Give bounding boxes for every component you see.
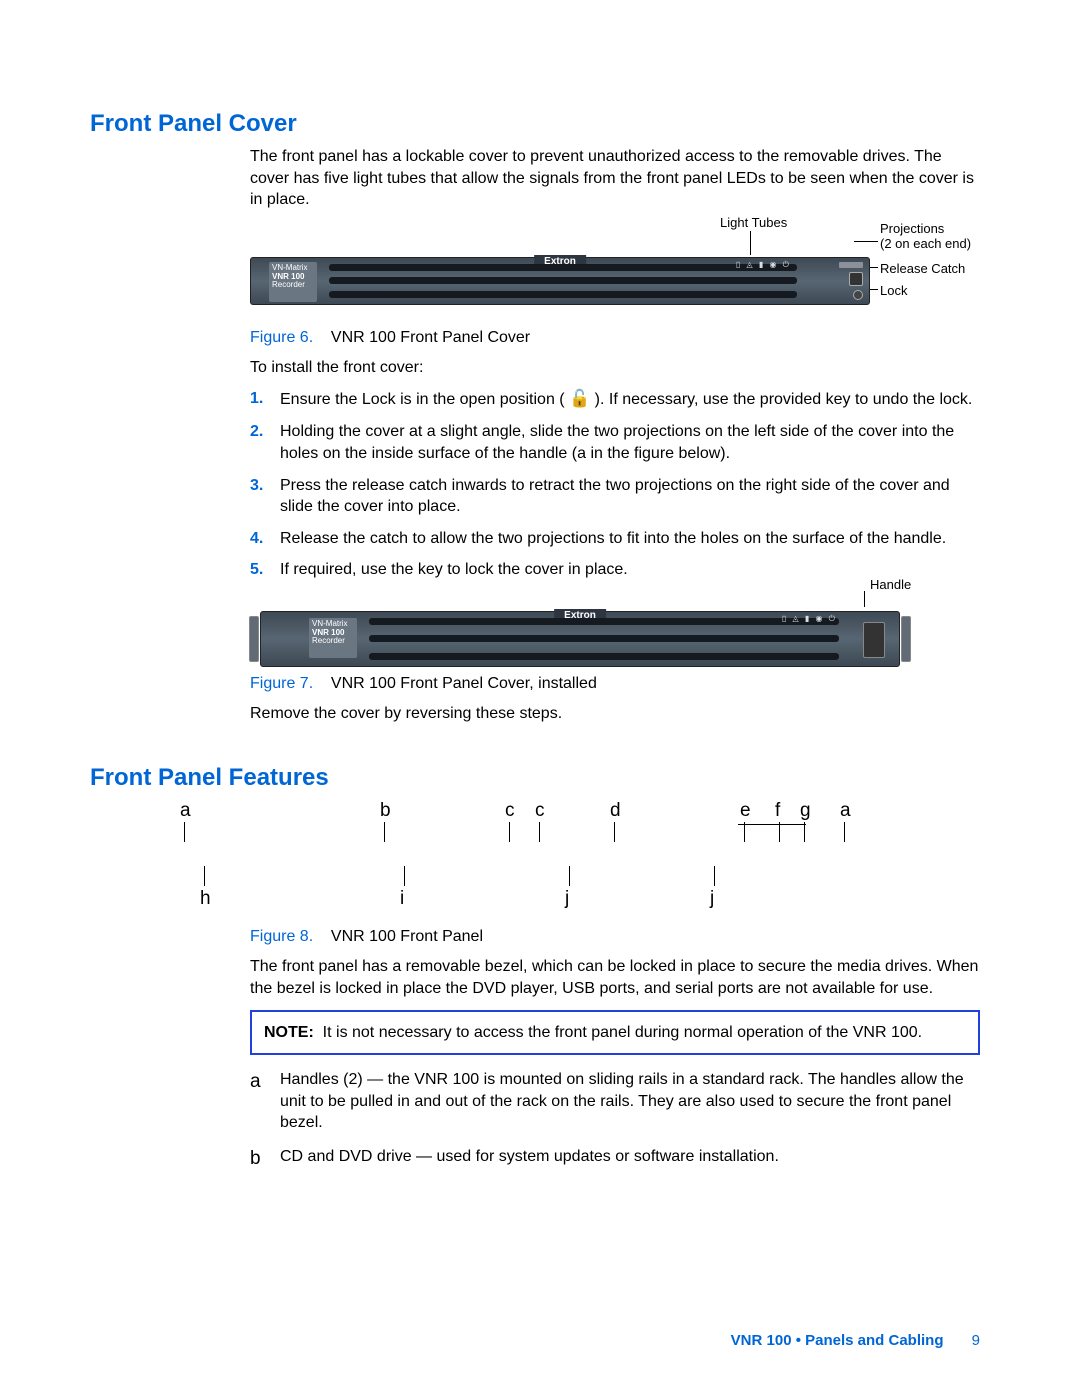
figure6-caption: Figure 6. VNR 100 Front Panel Cover: [250, 329, 980, 347]
diagram-letter-bottom: i: [400, 888, 404, 910]
feature-list: a Handles (2) — the VNR 100 is mounted o…: [250, 1069, 980, 1167]
diagram-letter-top: f: [775, 800, 780, 822]
callout-handle: Handle: [870, 577, 911, 592]
lock-open-icon: 🔓: [569, 388, 590, 411]
callout-projections: Projections (2 on each end): [880, 221, 971, 251]
features-intro: The front panel has a removable bezel, w…: [250, 956, 980, 999]
figure8-diagram: a b cc d e fg a h i j j: [180, 800, 980, 920]
diagram-letter-bottom: h: [200, 888, 211, 910]
device-cover-diagram: Extron VN-Matrix VNR 100 Recorder ▯ ◬ ▮ …: [250, 257, 870, 305]
figure8-caption: Figure 8. VNR 100 Front Panel: [250, 928, 980, 946]
diagram-letter-top: c: [535, 800, 545, 822]
callout-light-tubes: Light Tubes: [720, 215, 787, 230]
diagram-letter-top: a: [840, 800, 851, 822]
callout-lock: Lock: [880, 283, 907, 298]
heading-front-panel-features: Front Panel Features: [90, 764, 990, 792]
diagram-letter-top: c: [505, 800, 515, 822]
install-steps: Ensure the Lock is in the open position …: [250, 388, 980, 581]
diagram-letter-top: g: [800, 800, 811, 822]
step-3: Press the release catch inwards to retra…: [250, 475, 980, 518]
heading-front-panel-cover: Front Panel Cover: [90, 110, 990, 138]
figure7-caption: Figure 7. VNR 100 Front Panel Cover, ins…: [250, 675, 980, 693]
note-box: NOTE: It is not necessary to access the …: [250, 1010, 980, 1056]
inline-callout-a: a: [577, 445, 586, 462]
diagram-letter-bottom: j: [565, 888, 569, 910]
figure6-wrap: Light Tubes Projections (2 on each end) …: [250, 233, 980, 321]
diagram-letter-top: a: [180, 800, 191, 822]
intro-paragraph: The front panel has a lockable cover to …: [250, 146, 980, 211]
step-2: Holding the cover at a slight angle, sli…: [250, 421, 980, 464]
step-4: Release the catch to allow the two proje…: [250, 528, 980, 550]
step-1: Ensure the Lock is in the open position …: [250, 388, 980, 411]
install-intro: To install the front cover:: [250, 357, 980, 379]
device-installed-diagram: Extron VN-Matrix VNR 100 Recorder ▯ ◬ ▮ …: [260, 611, 900, 667]
feature-a: a Handles (2) — the VNR 100 is mounted o…: [250, 1069, 980, 1134]
diagram-letter-top: b: [380, 800, 391, 822]
diagram-letter-bottom: j: [710, 888, 714, 910]
page-footer: VNR 100 • Panels and Cabling 9: [731, 1332, 980, 1349]
diagram-letter-top: d: [610, 800, 621, 822]
callout-release-catch: Release Catch: [880, 261, 965, 276]
figure7-wrap: Handle Extron VN-Matrix VNR 100 Recorder…: [250, 591, 980, 667]
feature-b: b CD and DVD drive — used for system upd…: [250, 1146, 980, 1168]
diagram-letter-top: e: [740, 800, 751, 822]
remove-text: Remove the cover by reversing these step…: [250, 703, 980, 725]
